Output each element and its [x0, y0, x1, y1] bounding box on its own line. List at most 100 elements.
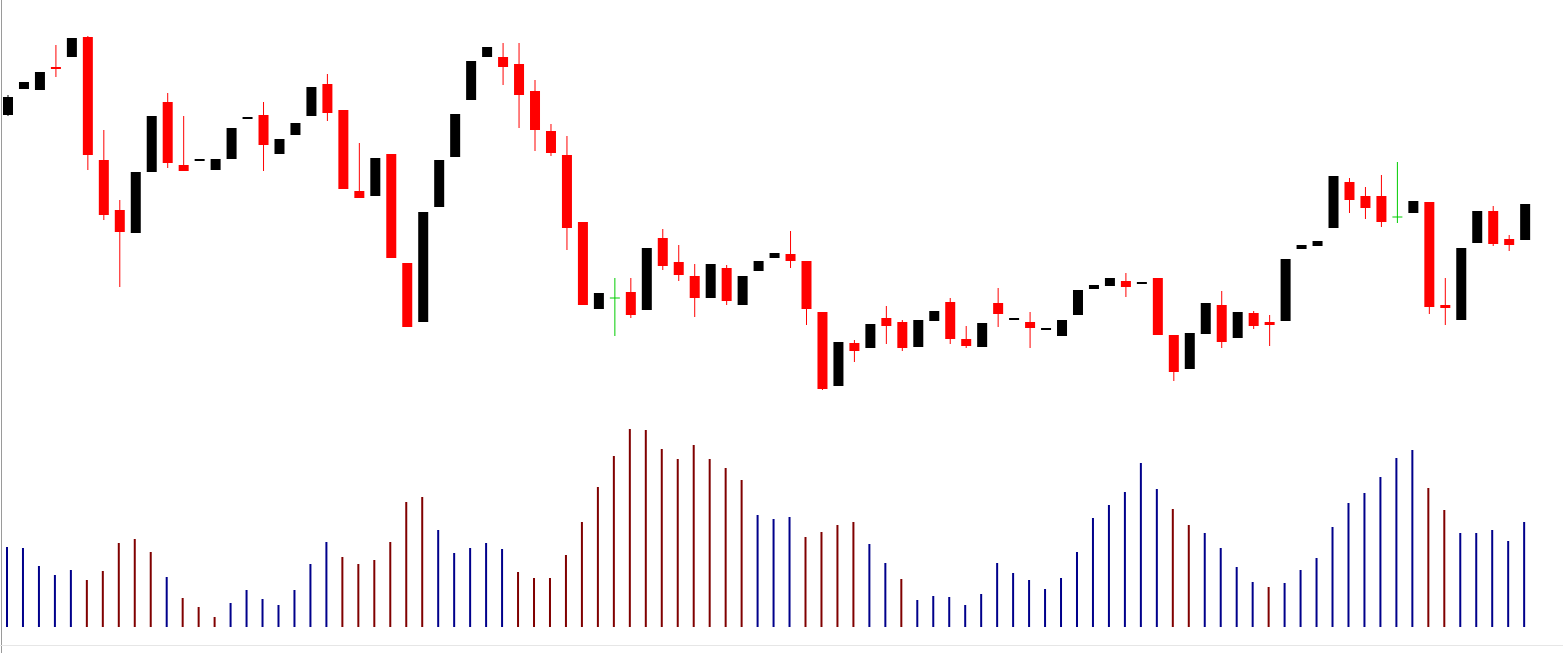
histogram-bar — [37, 566, 40, 627]
candle-body — [1057, 320, 1068, 336]
histogram-bar — [293, 590, 296, 627]
histogram-bar — [1283, 583, 1286, 627]
candle-body — [146, 116, 157, 172]
histogram-bar — [1347, 503, 1350, 627]
candle-body — [242, 117, 253, 119]
histogram-bar — [644, 430, 647, 627]
histogram-bar — [245, 590, 248, 627]
candle-body — [945, 302, 956, 339]
candle-body — [593, 293, 604, 309]
candle-body — [577, 222, 588, 305]
candle-body — [1072, 290, 1083, 315]
candle-body — [1009, 318, 1020, 320]
histogram-bar — [724, 468, 727, 627]
candle-body — [993, 303, 1004, 314]
histogram-bar — [325, 542, 328, 627]
histogram-bar — [277, 605, 280, 627]
candle-body — [306, 87, 317, 116]
histogram-bar — [69, 570, 72, 627]
histogram-bar — [1091, 518, 1094, 627]
histogram-bar — [181, 598, 184, 627]
candle-body — [34, 72, 45, 90]
histogram-bar — [341, 557, 344, 627]
candle-body — [737, 276, 748, 305]
candle-body — [913, 320, 924, 347]
histogram-bar — [117, 543, 120, 627]
candle-body — [1248, 313, 1259, 326]
histogram-bar — [868, 544, 871, 627]
candle-body — [322, 84, 333, 113]
histogram-bar — [548, 578, 551, 627]
candle-body — [66, 38, 77, 57]
histogram-bar — [932, 596, 935, 627]
histogram-bar — [1123, 492, 1126, 627]
histogram-bar — [485, 543, 488, 627]
histogram-bar — [101, 571, 104, 627]
histogram-bar — [229, 603, 232, 627]
candle-body — [194, 159, 205, 161]
histogram-bar — [149, 552, 152, 627]
candle-body — [274, 139, 285, 154]
candle-body — [625, 292, 636, 315]
histogram-bar — [612, 456, 615, 627]
candle-body — [1120, 281, 1131, 287]
candle-body — [450, 114, 461, 157]
histogram-bar — [1171, 509, 1174, 627]
histogram-bar — [1187, 525, 1190, 627]
histogram-bar — [85, 580, 88, 627]
candle-body — [1376, 196, 1387, 222]
candle-body — [114, 210, 125, 232]
candle-body — [1488, 211, 1499, 244]
candle-body — [705, 264, 716, 298]
candle-body — [657, 238, 668, 266]
candle-body — [370, 158, 381, 196]
candle-body — [1216, 305, 1227, 342]
candle-body — [354, 191, 365, 198]
histogram-bar — [405, 502, 408, 627]
candle-body — [1408, 201, 1419, 213]
candle-body — [689, 276, 700, 298]
candle-body — [849, 343, 860, 351]
candle-body — [1456, 248, 1467, 320]
candle-body — [386, 154, 397, 258]
histogram-bar — [772, 519, 775, 627]
histogram-bar — [533, 578, 536, 627]
histogram-bar — [884, 563, 887, 627]
candle-body — [929, 311, 940, 321]
histogram-bar — [708, 459, 711, 627]
candle-body — [1280, 259, 1291, 321]
histogram-bar — [1507, 541, 1510, 627]
histogram-bar — [948, 597, 951, 627]
histogram-bar — [309, 564, 312, 627]
histogram-bar — [1139, 463, 1142, 627]
candle-body — [1264, 322, 1275, 325]
histogram-bar — [820, 532, 823, 627]
candle-body — [530, 91, 541, 130]
candle-body — [210, 159, 221, 170]
histogram-bar — [1523, 522, 1526, 627]
histogram-bar — [852, 522, 855, 627]
histogram-bar — [1155, 489, 1158, 627]
candle-body — [98, 160, 109, 215]
candle-body — [545, 131, 556, 153]
candle-body — [817, 312, 828, 389]
candle-body — [1184, 333, 1195, 369]
histogram-bar — [357, 564, 360, 627]
histogram-bar — [756, 515, 759, 627]
histogram-bar — [21, 548, 24, 627]
candle-body — [1088, 285, 1099, 289]
histogram-bar — [1299, 570, 1302, 627]
candle-body — [1520, 204, 1531, 240]
histogram-bar — [1075, 552, 1078, 627]
histogram-bar — [580, 522, 583, 627]
histogram-bar — [996, 563, 999, 627]
histogram-bar — [213, 617, 216, 627]
candle-body — [977, 323, 988, 347]
histogram-bar — [1363, 493, 1366, 627]
histogram-bar — [676, 459, 679, 627]
histogram-bar — [453, 553, 456, 627]
candle-body — [1472, 211, 1483, 243]
candle-body — [769, 253, 780, 258]
candle-body — [18, 82, 29, 89]
candle-body — [1424, 202, 1435, 307]
